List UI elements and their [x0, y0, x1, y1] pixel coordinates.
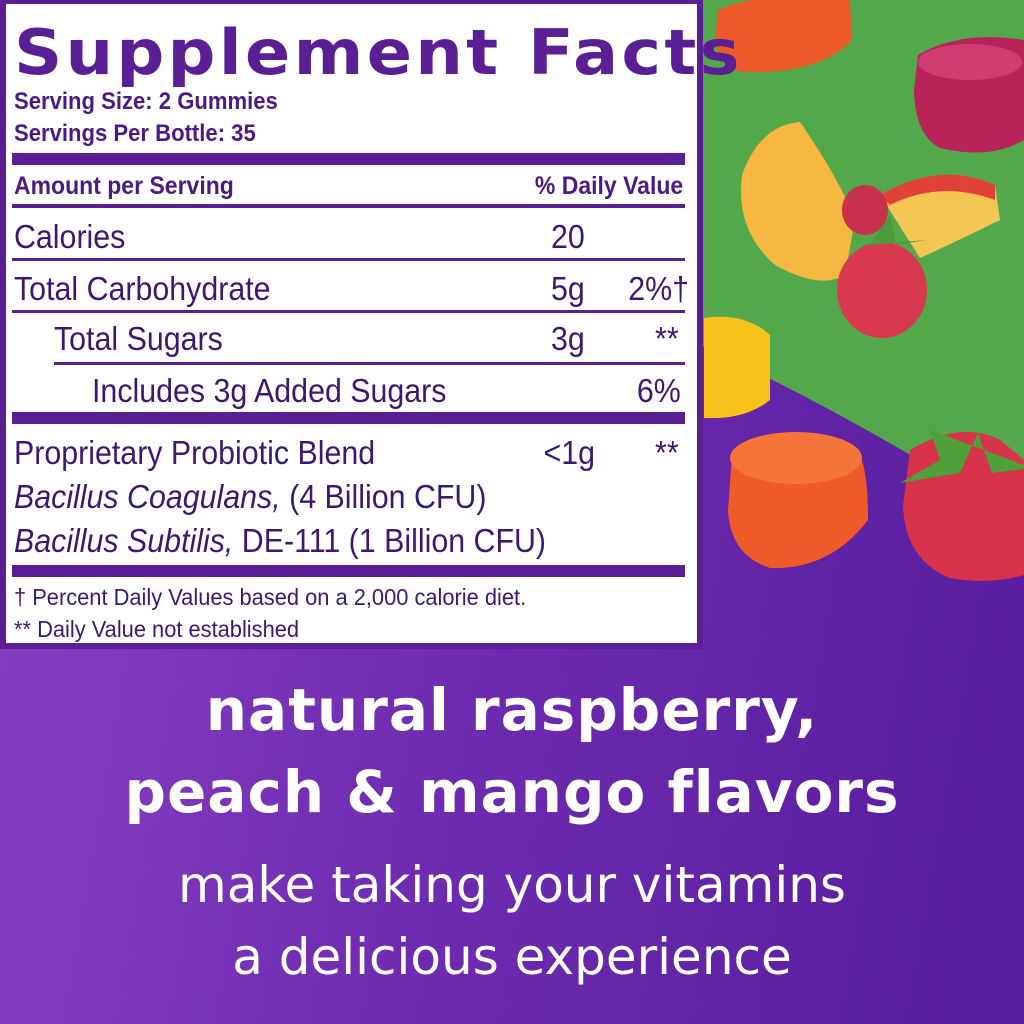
mango-gummy — [704, 316, 770, 419]
divider — [12, 204, 685, 208]
row-calories-name: Calories — [14, 218, 126, 255]
raspberry-large — [900, 430, 1024, 581]
strain-name: Bacillus Coagulans, — [14, 478, 281, 515]
divider-thick — [12, 412, 685, 424]
footnote-daily-values: † Percent Daily Values based on a 2,000 … — [14, 584, 527, 610]
divider-thick — [12, 153, 685, 165]
row-carb-dv: 2%† — [628, 270, 689, 307]
orange-gummy-bottom — [728, 432, 868, 569]
raspberry-small — [837, 185, 927, 338]
tagline-line-2: peach & mango flavors — [124, 758, 900, 826]
strain-count: (4 Billion CFU) — [280, 478, 487, 515]
panel-title: Supplement Facts — [14, 16, 743, 89]
strain-coagulans: Bacillus Coagulans, (4 Billion CFU) — [14, 478, 486, 516]
row-sugars-dv: ** — [655, 320, 679, 357]
row-sugars-amount: 3g — [551, 320, 585, 357]
servings-per-bottle: Servings Per Bottle: 35 — [14, 120, 256, 147]
strain-subtilis: Bacillus Subtilis, DE-111 (1 Billion CFU… — [14, 522, 546, 560]
row-carb-name: Total Carbohydrate — [14, 270, 271, 307]
tagline-line-3: make taking your vitamins — [178, 856, 846, 914]
row-carb-amount: 5g — [551, 270, 585, 307]
row-added-sugars-name: Includes 3g Added Sugars — [92, 372, 447, 409]
row-sugars-name: Total Sugars — [54, 320, 223, 357]
orange-gummy-top — [715, 0, 852, 73]
footnote-not-established: ** Daily Value not established — [14, 616, 300, 642]
row-probiotic-name: Proprietary Probiotic Blend — [14, 434, 376, 471]
row-probiotic-dv: ** — [655, 434, 679, 471]
peach-slice — [740, 122, 1000, 281]
tagline-line-4: a delicious experience — [232, 928, 792, 986]
serving-size: Serving Size: 2 Gummies — [14, 88, 278, 115]
row-added-sugars-dv: 6% — [637, 372, 681, 409]
divider-thick — [12, 565, 685, 577]
supplement-facts-panel: Supplement Facts Serving Size: 2 Gummies… — [0, 0, 739, 649]
divider — [54, 362, 685, 365]
header-amount: Amount per Serving — [14, 172, 234, 200]
row-probiotic-amount: <1g — [543, 434, 595, 471]
divider — [12, 258, 685, 261]
strain-name: Bacillus Subtilis, — [14, 522, 234, 559]
tagline-line-1: natural raspberry, — [205, 676, 819, 744]
header-daily-value: % Daily Value — [534, 172, 683, 200]
raspberry-gummy — [914, 37, 1024, 153]
row-calories-amount: 20 — [551, 218, 585, 255]
strain-count: DE-111 (1 Billion CFU) — [233, 522, 547, 559]
divider — [12, 310, 685, 313]
